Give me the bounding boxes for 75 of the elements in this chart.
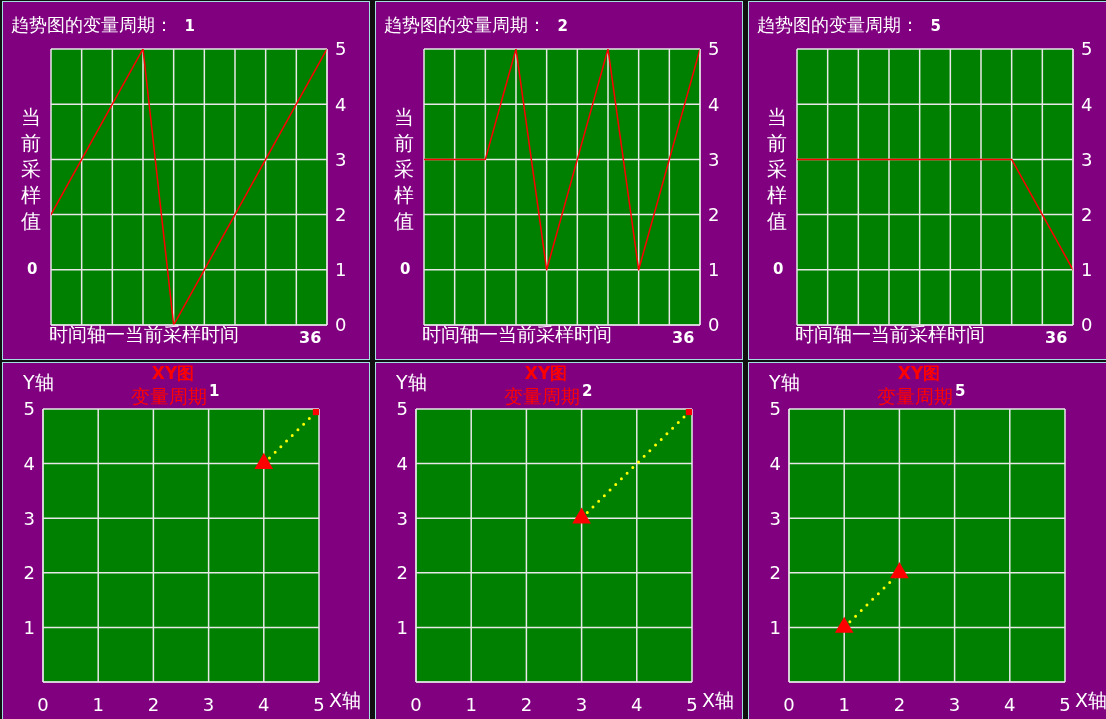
y-axis-title: Y轴 [23,371,54,393]
y-tick-label: 3 [769,507,781,529]
text: 36 [299,328,322,347]
y-tick-label: 5 [1081,38,1093,60]
y-axis-title: 当前采样值 [21,104,41,234]
x-axis-title: X轴 [1075,689,1106,711]
chart-title: 趋势图的变量周期： 5 [757,14,941,35]
x-tick-label: 4 [631,693,643,715]
y-tick-label: 4 [769,452,781,474]
y-tick-label: 1 [769,616,781,638]
text: 36 [1045,328,1068,347]
x-tick-label: 4 [258,693,270,715]
y-tick-label: 3 [708,148,720,170]
x-tick-label: 0 [783,693,795,715]
x-axis-title: 时间轴一当前采样时间 [795,323,985,345]
y-tick-label: 0 [1081,314,1093,336]
y-tick-label: 1 [708,259,720,281]
x-axis-title: 时间轴一当前采样时间 [49,323,239,345]
x-tick-label: 5 [313,693,325,715]
x-tick-label: 5 [686,693,698,715]
y-tick-label: 5 [396,398,408,420]
y-tick-label: 2 [1081,203,1093,225]
chart-title: XY图 [523,363,569,383]
y-tick-label: 1 [335,259,347,281]
x-tick-label: 3 [948,693,961,715]
x-tick-label: 1 [465,693,477,715]
x-tick-label: 2 [147,693,160,715]
y-tick-label: 0 [708,314,720,336]
x-axis-title: 时间轴一当前采样时间 [422,323,612,345]
y-tick-label: 2 [708,203,720,225]
y-tick-label: 3 [23,507,35,529]
y-tick-label: 1 [396,616,408,638]
y-tick-label: 3 [335,148,347,170]
chart-subtitle: 变量周期$^{1}$ [131,382,220,408]
y-tick-label: 1 [23,616,35,638]
y-axis-title: Y轴 [769,371,800,393]
x-tick-label: 2 [520,693,533,715]
y-tick-label: 2 [335,203,347,225]
y-tick-label: 2 [23,562,35,584]
y-tick-label: 4 [335,93,347,115]
chart-subtitle: 变量周期$^{5}$ [877,382,966,408]
y-axis-title: 当前采样值 [394,104,414,234]
y-tick-label: 0 [335,314,347,336]
chart-title: XY图 [150,363,196,383]
chart-title: 趋势图的变量周期： 1 [11,14,195,35]
y-tick-label: 2 [769,562,781,584]
y-tick-label: 5 [708,38,720,60]
y-tick-label: 2 [396,562,408,584]
x-tick-label: 3 [575,693,588,715]
y-tick-label: 4 [396,452,408,474]
x-axis-title: X轴 [329,689,362,711]
y-tick-label: 5 [23,398,35,420]
x-tick-label: 4 [1004,693,1016,715]
x-tick-label: 5 [1059,693,1071,715]
text: 36 [672,328,695,347]
x-tick-label: 0 [410,693,422,715]
y-tick-label: 5 [335,38,347,60]
y-axis-title: Y轴 [396,371,427,393]
x-tick-label: 0 [37,693,49,715]
y-tick-label: 3 [396,507,408,529]
chart-title: XY图 [896,363,942,383]
chart-title: 趋势图的变量周期： 2 [384,14,568,35]
x-axis-title: X轴 [702,689,735,711]
y-tick-label: 5 [769,398,781,420]
y-tick-label: 1 [1081,259,1093,281]
y-tick-label: 4 [708,93,720,115]
y-axis-title: 当前采样值 [767,104,787,234]
chart-subtitle: 变量周期$^{2}$ [504,382,593,408]
y-tick-label: 4 [1081,93,1093,115]
y-tick-label: 3 [1081,148,1093,170]
x-tick-label: 1 [92,693,104,715]
x-tick-label: 2 [893,693,906,715]
x-tick-label: 3 [202,693,215,715]
x-tick-label: 1 [838,693,850,715]
y-tick-label: 4 [23,452,35,474]
